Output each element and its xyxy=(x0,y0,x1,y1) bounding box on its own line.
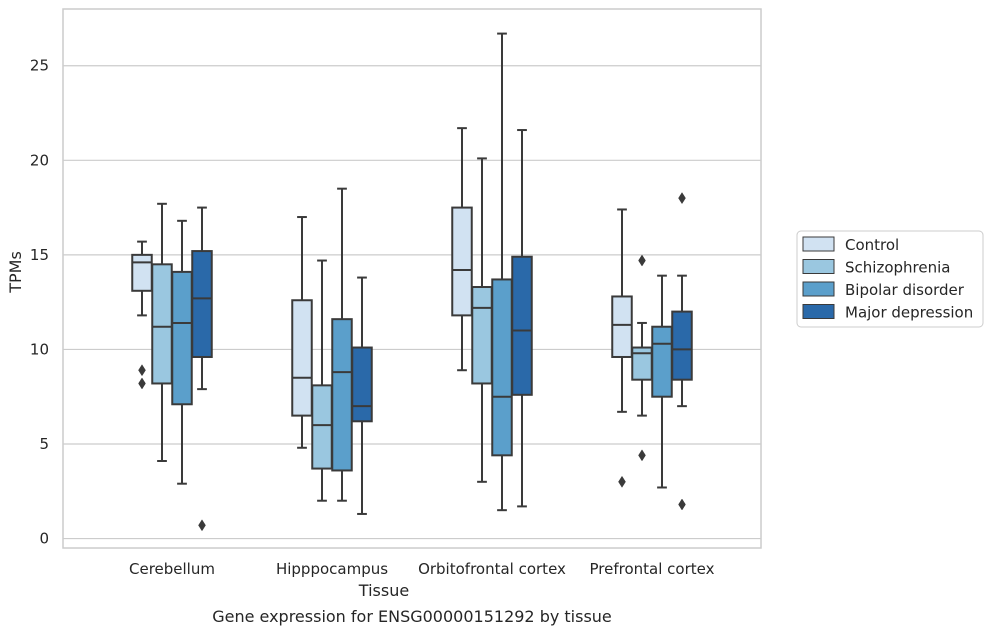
legend-swatch xyxy=(802,259,835,274)
outlier-point xyxy=(138,377,146,390)
y-tick-label: 10 xyxy=(30,340,49,358)
box-2-0 xyxy=(451,127,473,372)
x-tick-label: Cerebellum xyxy=(129,560,215,578)
box-3-3 xyxy=(671,192,693,511)
outlier-point xyxy=(618,475,626,488)
legend-frame xyxy=(796,230,984,328)
box-body xyxy=(671,310,693,381)
box-body xyxy=(651,325,673,398)
box-2-3 xyxy=(511,129,533,508)
legend-swatch xyxy=(802,281,835,297)
y-tick-label: 25 xyxy=(30,57,49,75)
y-tick-label: 5 xyxy=(39,435,49,453)
box-1-2 xyxy=(331,187,353,502)
y-tick-label: 0 xyxy=(39,530,49,548)
x-tick-label: Orbitofrontal cortex xyxy=(418,560,566,578)
box-1-1 xyxy=(311,259,333,502)
box-body xyxy=(451,206,473,317)
box-1-0 xyxy=(291,216,313,449)
outlier-point xyxy=(638,254,646,267)
chart-caption: Gene expression for ENSG00000151292 by t… xyxy=(212,607,612,626)
box-3-0 xyxy=(611,208,633,488)
plot-frame xyxy=(62,8,762,549)
x-axis-ticks: Cerebellum Hipppocampus Orbitofrontal cort… xyxy=(129,560,715,578)
x-tick-label: Prefrontal cortex xyxy=(590,560,715,578)
legend-label: Control xyxy=(845,236,899,254)
box-1-3 xyxy=(351,276,373,515)
box-body xyxy=(471,286,493,385)
box-body xyxy=(311,384,333,470)
box-2-1 xyxy=(471,157,493,483)
legend-label: Major depression xyxy=(845,304,973,322)
outlier-point xyxy=(678,498,686,511)
y-tick-label: 15 xyxy=(30,246,49,264)
box-body xyxy=(291,299,313,417)
box-0-1 xyxy=(151,202,173,463)
box-body xyxy=(331,318,353,472)
boxes-layer xyxy=(131,32,693,532)
box-body xyxy=(191,250,213,358)
box-body xyxy=(351,346,373,423)
legend-label: Schizophrenia xyxy=(845,259,950,277)
legend-swatch xyxy=(802,236,835,252)
box-3-1 xyxy=(631,254,653,462)
legend-label: Bipolar disorder xyxy=(845,281,965,299)
y-tick-label: 20 xyxy=(30,151,49,169)
box-body xyxy=(611,295,633,358)
box-body xyxy=(131,253,153,292)
box-0-3 xyxy=(191,206,213,532)
y-axis-label: TPMs xyxy=(6,251,25,294)
y-axis-ticks: 0 5 10 15 20 25 xyxy=(30,57,49,548)
legend: Control Schizophrenia Bipolar disorder Majo… xyxy=(796,230,984,328)
box-body xyxy=(511,255,533,396)
legend-swatch xyxy=(802,304,835,319)
box-0-0 xyxy=(131,240,153,390)
x-tick-label: Hipppocampus xyxy=(276,560,388,578)
box-body xyxy=(151,263,173,385)
box-body xyxy=(491,278,513,457)
outlier-point xyxy=(638,449,646,462)
box-3-2 xyxy=(651,274,673,489)
outlier-point xyxy=(138,364,146,377)
outlier-point xyxy=(198,519,206,532)
box-2-2 xyxy=(491,32,513,512)
box-body xyxy=(171,270,193,406)
x-axis-label: Tissue xyxy=(358,581,409,600)
outlier-point xyxy=(678,192,686,205)
